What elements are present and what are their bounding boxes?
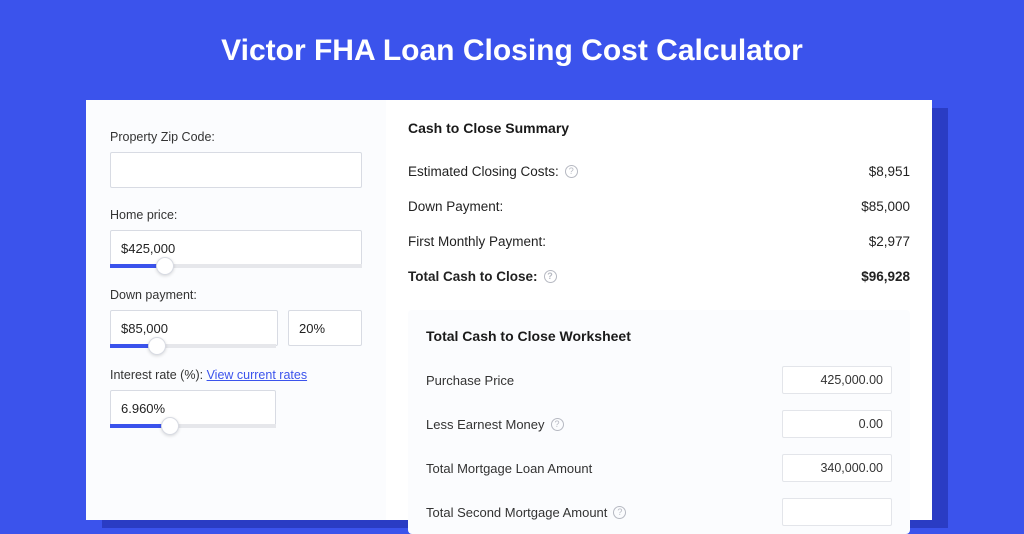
worksheet-label: Purchase Price <box>426 373 514 388</box>
down-payment-slider[interactable] <box>110 344 276 348</box>
summary-label: Down Payment: <box>408 199 503 214</box>
worksheet-row-earnest-money: Less Earnest Money ? <box>426 402 892 446</box>
summary-label: Estimated Closing Costs: <box>408 164 559 179</box>
worksheet-label: Less Earnest Money <box>426 417 545 432</box>
down-payment-label: Down payment: <box>110 288 362 302</box>
worksheet-value-input[interactable] <box>782 498 892 526</box>
summary-row-first-payment: First Monthly Payment: $2,977 <box>408 224 910 259</box>
zip-field: Property Zip Code: <box>110 130 362 188</box>
summary-row-down-payment: Down Payment: $85,000 <box>408 189 910 224</box>
worksheet-title: Total Cash to Close Worksheet <box>426 328 892 344</box>
worksheet-row-mortgage-amount: Total Mortgage Loan Amount <box>426 446 892 490</box>
slider-knob[interactable] <box>161 417 179 435</box>
worksheet-value-input[interactable] <box>782 410 892 438</box>
page-title: Victor FHA Loan Closing Cost Calculator <box>0 0 1024 90</box>
summary-row-closing-costs: Estimated Closing Costs: ? $8,951 <box>408 154 910 189</box>
summary-label: First Monthly Payment: <box>408 234 546 249</box>
slider-knob[interactable] <box>148 337 166 355</box>
worksheet-row-purchase-price: Purchase Price <box>426 358 892 402</box>
home-price-label: Home price: <box>110 208 362 222</box>
worksheet-panel: Total Cash to Close Worksheet Purchase P… <box>408 310 910 534</box>
slider-knob[interactable] <box>156 257 174 275</box>
worksheet-label: Total Second Mortgage Amount <box>426 505 607 520</box>
results-column: Cash to Close Summary Estimated Closing … <box>386 100 932 520</box>
summary-value: $85,000 <box>861 199 910 214</box>
calculator-panel: Property Zip Code: Home price: Down paym… <box>86 100 932 520</box>
help-icon[interactable]: ? <box>544 270 557 283</box>
zip-label: Property Zip Code: <box>110 130 362 144</box>
worksheet-value-input[interactable] <box>782 454 892 482</box>
worksheet-row-second-mortgage: Total Second Mortgage Amount ? <box>426 490 892 534</box>
interest-rate-slider[interactable] <box>110 424 276 428</box>
inputs-column: Property Zip Code: Home price: Down paym… <box>86 100 386 520</box>
summary-value: $8,951 <box>869 164 910 179</box>
view-rates-link[interactable]: View current rates <box>207 368 308 382</box>
home-price-input[interactable] <box>110 230 362 266</box>
down-payment-pct-input[interactable] <box>288 310 362 346</box>
interest-rate-label: Interest rate (%): View current rates <box>110 368 362 382</box>
worksheet-label: Total Mortgage Loan Amount <box>426 461 592 476</box>
help-icon[interactable]: ? <box>565 165 578 178</box>
interest-rate-field: Interest rate (%): View current rates <box>110 368 362 428</box>
interest-rate-input[interactable] <box>110 390 276 426</box>
home-price-field: Home price: <box>110 208 362 268</box>
down-payment-field: Down payment: <box>110 288 362 348</box>
zip-input[interactable] <box>110 152 362 188</box>
summary-label: Total Cash to Close: <box>408 269 538 284</box>
summary-title: Cash to Close Summary <box>408 120 910 136</box>
summary-value: $2,977 <box>869 234 910 249</box>
summary-value: $96,928 <box>861 269 910 284</box>
help-icon[interactable]: ? <box>613 506 626 519</box>
rate-label-text: Interest rate (%): <box>110 368 207 382</box>
worksheet-value-input[interactable] <box>782 366 892 394</box>
summary-row-total: Total Cash to Close: ? $96,928 <box>408 259 910 294</box>
down-payment-input[interactable] <box>110 310 278 346</box>
help-icon[interactable]: ? <box>551 418 564 431</box>
home-price-slider[interactable] <box>110 264 362 268</box>
